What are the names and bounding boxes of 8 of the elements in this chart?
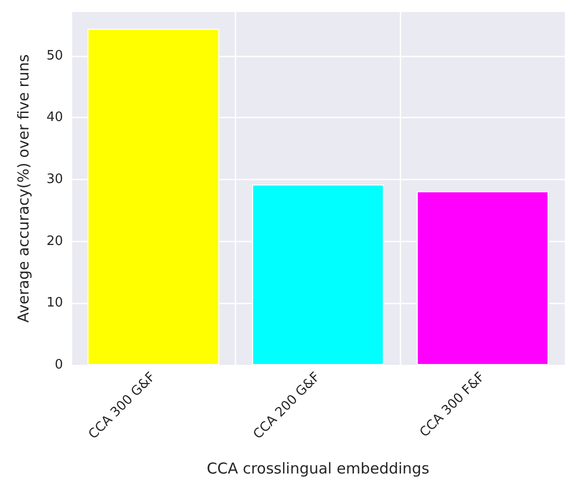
y-tick-label: 20 bbox=[46, 234, 63, 249]
y-tick-label: 10 bbox=[46, 296, 63, 311]
y-tick-label: 0 bbox=[54, 358, 63, 372]
y-tick-label: 40 bbox=[46, 110, 63, 126]
y-tick-label: 50 bbox=[46, 48, 63, 64]
y-axis-title: Average accuracy(%) over five runs bbox=[14, 54, 32, 323]
x-axis-title: CCA crosslingual embeddings bbox=[206, 460, 430, 478]
y-tick-label: 30 bbox=[46, 172, 63, 188]
